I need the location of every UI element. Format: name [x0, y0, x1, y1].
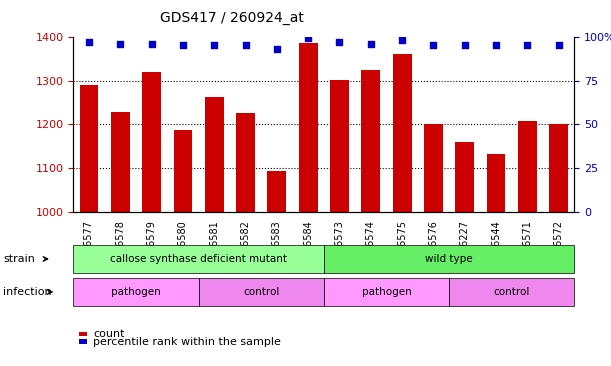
Point [397, 37, 407, 43]
Bar [205, 97, 224, 212]
Bar [424, 124, 443, 212]
Point [335, 39, 345, 45]
Point [491, 42, 501, 48]
Text: GDS417 / 260924_at: GDS417 / 260924_at [160, 11, 304, 25]
Text: pathogen: pathogen [111, 287, 161, 297]
Text: wild type: wild type [425, 254, 473, 264]
Bar [455, 142, 474, 212]
Point [460, 42, 470, 48]
Text: pathogen: pathogen [362, 287, 411, 297]
Bar [111, 112, 130, 212]
Bar [142, 72, 161, 212]
Bar [486, 154, 505, 212]
Bar [361, 70, 380, 212]
Point [522, 42, 532, 48]
Bar [518, 122, 536, 212]
Point [115, 41, 125, 46]
Text: control: control [494, 287, 530, 297]
Bar [549, 124, 568, 212]
Bar [79, 85, 98, 212]
Text: callose synthase deficient mutant: callose synthase deficient mutant [110, 254, 287, 264]
Point [84, 39, 94, 45]
Point [428, 42, 438, 48]
Point [366, 41, 376, 46]
Point [303, 36, 313, 41]
Text: count: count [93, 329, 125, 339]
Point [554, 42, 563, 48]
Text: infection: infection [3, 287, 52, 297]
Bar [299, 43, 318, 212]
Point [210, 42, 219, 48]
Point [147, 41, 156, 46]
Bar [330, 80, 349, 212]
Bar [236, 113, 255, 212]
Text: strain: strain [3, 254, 35, 264]
Text: percentile rank within the sample: percentile rank within the sample [93, 337, 281, 347]
Point [272, 46, 282, 52]
Bar [393, 54, 412, 212]
Text: control: control [243, 287, 279, 297]
Bar [174, 130, 192, 212]
Point [241, 42, 251, 48]
Bar [268, 171, 286, 212]
Point [178, 42, 188, 48]
